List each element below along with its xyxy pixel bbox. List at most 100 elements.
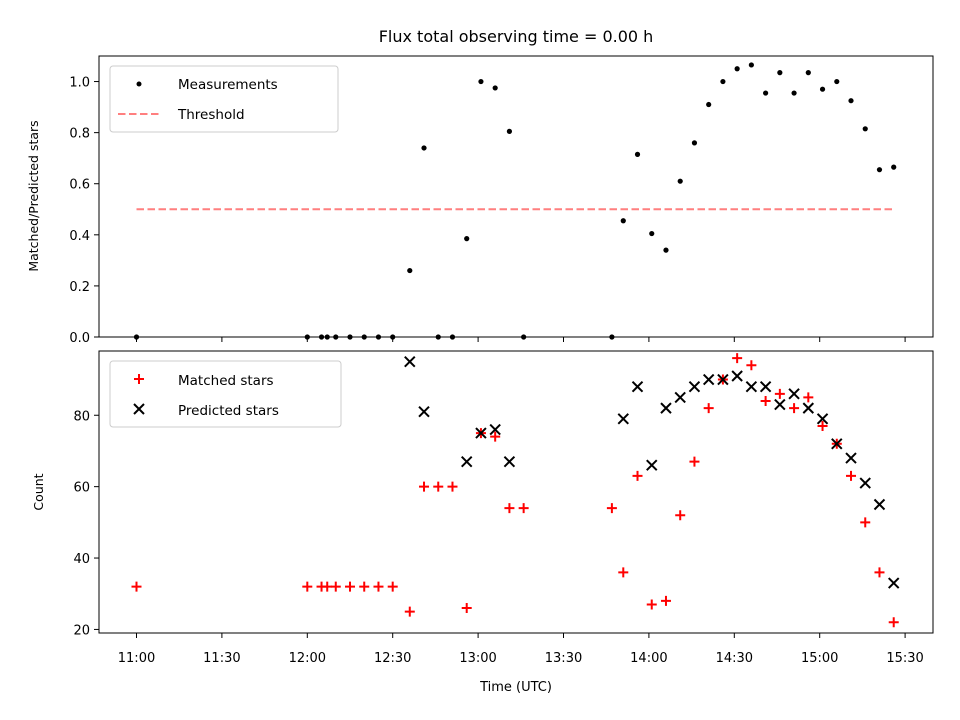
top-y-ticks: 0.0 0.2 0.4 0.6 0.8 1.0	[69, 76, 99, 346]
matched-stars-point	[373, 581, 384, 592]
top-axes-frame	[98, 55, 934, 338]
x-tick-label: 13:30	[545, 651, 582, 666]
matched-stars-point	[746, 360, 757, 371]
predicted-stars-point	[688, 380, 701, 393]
predicted-stars-point	[759, 380, 772, 393]
predicted-stars-point	[660, 402, 672, 414]
matched-stars-point	[689, 456, 700, 467]
predicted-stars-point	[788, 388, 800, 400]
predicted-stars-point	[503, 455, 516, 468]
bottom-y-ticks: 20 40 60 80	[73, 409, 99, 638]
measurements-point	[663, 247, 669, 253]
x-tick-label: 11:00	[118, 651, 155, 666]
matched-stars-point	[774, 388, 785, 399]
matched-stars-point	[419, 481, 430, 492]
measurements-point	[891, 164, 897, 170]
predicted-stars-point	[845, 452, 857, 464]
predicted-stars-point	[617, 413, 629, 425]
legend-predicted-label: Predicted stars	[178, 403, 279, 419]
x-tick-label: 14:00	[630, 651, 667, 666]
y-tick-label: 40	[73, 552, 90, 567]
legend-matched-marker	[134, 374, 144, 384]
matched-stars-point	[632, 470, 643, 481]
predicted-stars-point	[717, 373, 729, 386]
measurements-point	[777, 70, 783, 76]
measurements-point	[492, 85, 498, 91]
top-legend-box	[109, 65, 339, 133]
matched-stars-point	[518, 503, 529, 514]
measurements-point	[464, 236, 470, 242]
measurements-point	[805, 70, 811, 76]
measurements-point	[620, 218, 626, 224]
predicted-stars-point	[873, 498, 886, 511]
bottom-y-axis-label: Count	[31, 473, 46, 510]
matched-stars-point	[860, 517, 871, 528]
matched-stars-point	[732, 353, 743, 364]
measurements-point	[407, 267, 413, 274]
predicted-stars-point	[489, 423, 501, 436]
matched-stars-point	[646, 599, 657, 610]
predicted-stars-point	[418, 405, 430, 418]
predicted-stars-point	[702, 373, 715, 386]
measurements-point	[876, 167, 883, 173]
y-tick-label: 60	[73, 481, 90, 496]
matched-stars-point	[490, 431, 501, 442]
matched-stars-point	[606, 503, 617, 514]
predicted-stars-point	[831, 438, 843, 450]
matched-stars-point	[345, 581, 355, 592]
matched-stars-point	[803, 392, 814, 403]
bottom-panel: Count Time (UTC) 20 40 60 80 11:00 11:30 12:0…	[31, 350, 934, 695]
x-tick-label: 14:30	[716, 651, 753, 666]
measurements-point	[478, 78, 484, 85]
matched-stars-point	[359, 581, 370, 592]
predicted-stars-point	[674, 391, 686, 404]
x-tick-label: 12:00	[289, 651, 326, 666]
chart-title: Flux total observing time = 0.00 h	[379, 27, 654, 46]
x-tick-label: 13:00	[459, 651, 496, 666]
y-tick-label: 0.8	[69, 127, 90, 142]
measurements-point	[834, 78, 840, 85]
matched-stars-point	[874, 567, 885, 578]
measurements-point	[791, 90, 797, 96]
legend-threshold-label: Threshold	[177, 107, 245, 123]
bottom-plot-area	[131, 353, 900, 628]
x-tick-label: 15:30	[886, 651, 923, 666]
measurements-point	[506, 128, 513, 134]
measurements-point	[649, 230, 655, 237]
top-legend: Measurements Threshold	[109, 65, 339, 133]
measurements-point	[421, 145, 427, 151]
y-tick-label: 0.2	[69, 280, 90, 295]
predicted-stars-point	[816, 413, 829, 425]
y-tick-label: 0.6	[69, 178, 90, 193]
predicted-stars-point	[631, 380, 644, 393]
predicted-stars-point	[774, 398, 786, 411]
predicted-stars-point	[859, 477, 871, 489]
matched-stars-point	[433, 481, 444, 492]
y-tick-label: 20	[73, 623, 90, 638]
measurements-point	[677, 178, 683, 184]
matched-stars-point	[675, 510, 686, 521]
measurements-point	[819, 86, 826, 92]
y-tick-label: 0.4	[69, 229, 90, 244]
bottom-axes-frame	[98, 350, 934, 634]
matched-stars-point	[817, 420, 828, 431]
bottom-x-ticks: 11:00 11:30 12:00 12:30 13:00 13:30 14:00 14:30…	[118, 633, 924, 666]
legend-predicted-marker	[133, 403, 145, 415]
matched-stars-point	[618, 567, 629, 578]
matched-stars-point	[504, 503, 515, 514]
matched-stars-point	[302, 581, 313, 592]
matched-stars-point	[447, 481, 458, 492]
matched-stars-point	[846, 470, 857, 481]
matched-stars-point	[404, 606, 415, 617]
y-tick-label: 80	[73, 409, 90, 424]
measurements-point	[720, 78, 726, 85]
matched-stars-point	[703, 403, 714, 414]
x-tick-label: 11:30	[203, 651, 240, 666]
matched-stars-point	[131, 581, 142, 592]
measurements-point	[848, 98, 854, 104]
y-tick-label: 0.0	[69, 331, 90, 346]
measurements-point	[862, 126, 868, 132]
matched-stars-point	[387, 581, 398, 592]
legend-measurements-marker	[136, 81, 142, 87]
